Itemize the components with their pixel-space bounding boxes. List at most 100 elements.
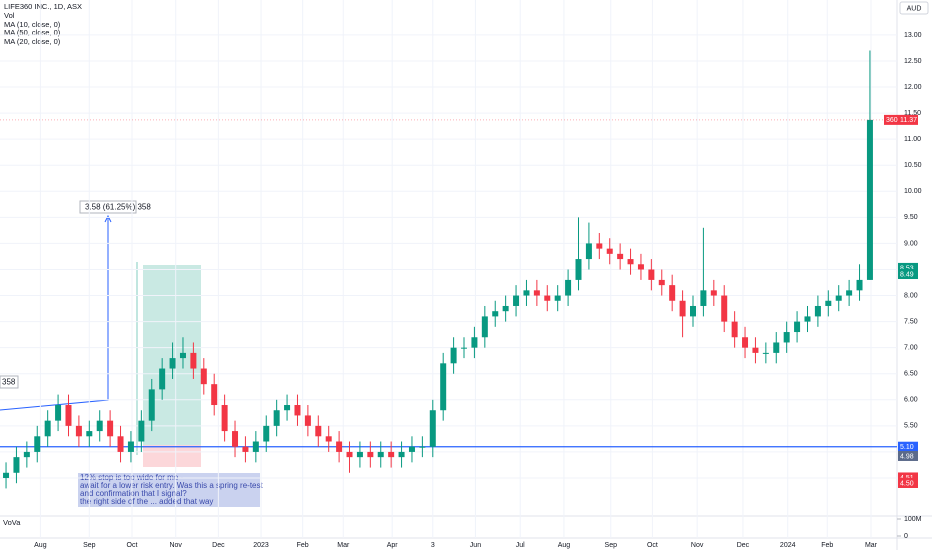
indicator-tick-label: 0 [904,533,908,540]
candle-body [762,352,769,354]
y-tick-label: 9.50 [904,214,918,221]
candle-body [179,352,186,359]
candle-body [835,295,842,301]
candle-body [55,405,62,421]
price-tag [898,269,918,280]
candle-body [825,300,832,306]
candle-body [315,425,322,437]
candle-body [107,420,114,437]
candle-body [533,290,540,296]
candle-body [502,305,509,312]
candle-body [617,253,624,260]
candle-body [211,384,218,406]
indicator-name: VoVa [3,518,21,527]
note-line: the right side of the ... added that way [80,497,213,506]
price-tag-label: 8.49 [900,271,914,278]
x-tick-label: Aug [34,542,47,549]
x-tick-label: 2023 [253,542,269,549]
legend-item: MA (50, close, 0) [4,28,61,37]
candle-body [648,269,655,280]
candle-body [461,347,468,349]
x-tick-label: Aug [558,542,571,549]
candle-body [242,446,249,452]
note-line: await for a lower risk entry. Was this a… [80,481,264,490]
left-tag: 358 [2,378,16,387]
candle-body [377,451,384,458]
candle-body [367,451,374,458]
currency[interactable]: AUD [907,5,922,12]
candle-body [492,311,499,317]
candle-body [304,415,311,426]
candle-body [138,420,145,442]
candle-body [752,347,759,353]
indicator-tick-label: 100M [904,516,922,523]
x-tick-label: Dec [737,542,750,549]
candle-body [65,405,72,426]
y-tick-label: 7.50 [904,318,918,325]
symbol-tag-label: 360 [886,117,898,124]
candle-body [606,248,613,254]
candle-body [471,337,478,348]
legend-item: MA (20, close, 0) [4,37,61,46]
price-tag-label: 5.10 [900,444,914,451]
candle-body [658,279,665,286]
x-tick-label: Mar [865,542,878,549]
candle-body [669,285,676,301]
x-tick-label: Jul [516,542,525,549]
candle-body [284,405,291,411]
candle-body [627,259,634,265]
candle-body [721,295,728,322]
candle-body [169,358,176,369]
y-tick-label: 7.00 [904,345,918,352]
candle-body [544,295,551,301]
stop-zone [143,445,201,467]
candle-body [596,243,603,249]
candle-body [554,295,561,301]
measure-box [79,200,137,214]
symbol-tag [884,114,898,125]
x-tick-label: Nov [691,542,704,549]
left-tag-box [0,375,19,389]
candle-body [679,300,686,317]
candle-body [513,295,520,306]
candle-body [429,410,436,447]
candle-body [190,352,197,369]
candle-body [127,441,134,452]
candle-body [294,405,301,416]
candle-body [75,425,82,437]
price-tag [898,262,918,273]
candle-body [336,441,343,452]
x-tick-label: Sep [605,542,618,549]
legend-item: MA (10, close, 0) [4,20,61,29]
candle-body [252,441,259,452]
y-tick-label: 11.50 [904,110,921,117]
x-tick-label: Jun [470,542,481,549]
candle-body [419,446,426,448]
x-tick-label: Apr [387,542,399,549]
x-tick-label: Mar [337,542,350,549]
x-tick-label: Sep [83,542,96,549]
candle-body [866,119,873,280]
note-box [78,473,260,507]
candle-body [794,321,801,333]
y-tick-label: 10.00 [904,188,922,195]
candle-body [637,264,644,270]
candle-body [481,316,488,338]
x-tick-label: 2024 [780,542,796,549]
candle-body [159,368,166,390]
candle-body [13,457,20,473]
price-tag [898,450,918,461]
y-tick-label: 6.00 [904,397,918,404]
y-tick-label: 10.50 [904,162,922,169]
y-tick-label: 12.50 [904,58,922,65]
candle-body [263,425,270,442]
y-tick-label: 6.50 [904,371,918,378]
price-tag [898,472,918,483]
candle-body [575,259,582,280]
candle-body [3,472,10,478]
currency-box[interactable] [899,1,929,15]
candle-body [773,342,780,353]
candle-body [86,431,93,437]
candle-body [804,316,811,322]
